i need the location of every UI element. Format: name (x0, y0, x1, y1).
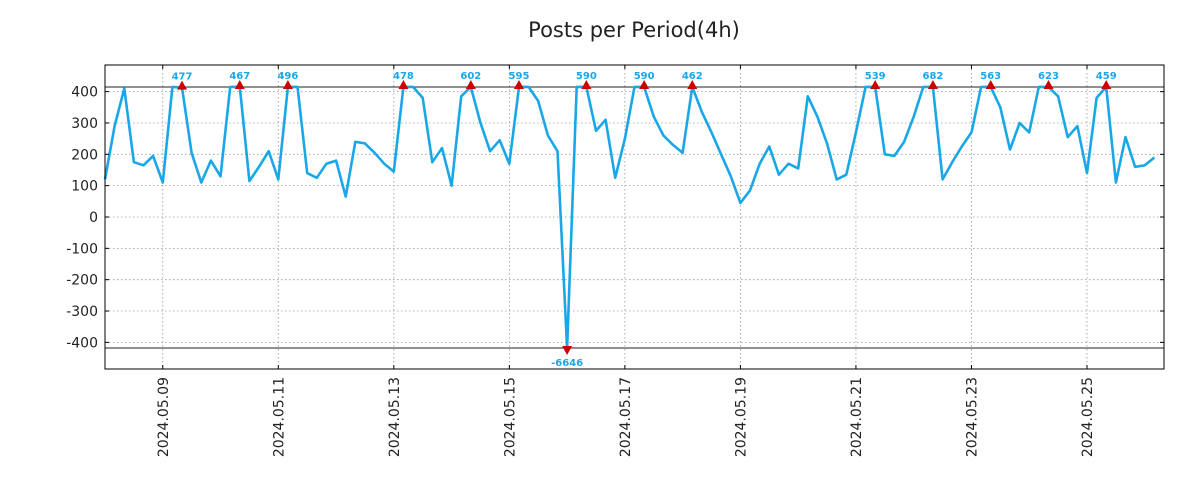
x-tick-label: 2024.05.11 (271, 377, 287, 457)
peak-marker-up (282, 79, 293, 89)
y-tick-label: -200 (66, 273, 98, 289)
y-tick-label: -300 (66, 304, 98, 320)
peak-marker-up (234, 79, 245, 89)
peak-markers: 477 467 496 478 602 595 -6646 590 590 462 539 682 56… (172, 71, 1117, 369)
grid (105, 65, 1164, 369)
peak-label: 459 (1096, 71, 1117, 82)
y-tick-label: 100 (71, 179, 98, 195)
peak-label: 478 (393, 71, 414, 82)
peak-marker-down (562, 346, 573, 356)
peak-label: 539 (865, 71, 886, 82)
peak-marker-up (513, 79, 524, 89)
x-tick-label: 2024.05.21 (849, 377, 865, 457)
y-tick-label: -400 (66, 335, 98, 351)
y-tick-label: -100 (66, 241, 98, 257)
peak-label: 595 (509, 71, 530, 82)
x-tick-label: 2024.05.17 (618, 377, 634, 457)
peak-marker-up (177, 80, 188, 90)
x-tick-label: 2024.05.09 (156, 377, 172, 457)
y-tick-label: 200 (71, 147, 98, 163)
x-tick-label: 2024.05.23 (964, 377, 980, 457)
x-tick-label: 2024.05.25 (1080, 377, 1096, 457)
peak-label: 590 (576, 71, 597, 82)
peak-label: 462 (682, 71, 703, 82)
y-tick-label: 0 (89, 210, 98, 226)
y-tick-label: 400 (71, 85, 98, 101)
peak-marker-up (985, 79, 996, 89)
peak-label: 682 (923, 71, 944, 82)
x-tick-label: 2024.05.15 (502, 377, 518, 457)
peak-marker-up (465, 79, 476, 89)
peak-marker-up (1043, 79, 1054, 89)
series-layer (103, 85, 1156, 350)
peak-label: 623 (1038, 71, 1059, 82)
chart-title: Posts per Period(4h) (528, 18, 740, 42)
axes: 400 300 200 100 0 -100 -200 -300 -400 2024.05.09 2… (66, 64, 1165, 457)
x-tick-label: 2024.05.13 (387, 377, 403, 457)
peak-marker-up (1101, 79, 1112, 89)
peak-label: 563 (980, 71, 1001, 82)
posts-series-line (103, 85, 1156, 350)
peak-label: 496 (277, 71, 298, 82)
peak-marker-up (870, 79, 881, 89)
peak-marker-up (581, 79, 592, 89)
peak-marker-up (398, 79, 409, 89)
y-tick-label: 300 (71, 116, 98, 132)
plot-frame (104, 64, 1165, 370)
x-tick-label: 2024.05.19 (733, 377, 749, 457)
peak-label: 467 (229, 71, 250, 82)
trough-label: -6646 (551, 358, 583, 369)
peak-label: 590 (634, 71, 655, 82)
peak-marker-up (687, 79, 698, 89)
peak-marker-up (927, 79, 938, 89)
peak-marker-up (639, 79, 650, 89)
peak-label: 602 (460, 71, 481, 82)
peak-label: 477 (172, 72, 193, 83)
